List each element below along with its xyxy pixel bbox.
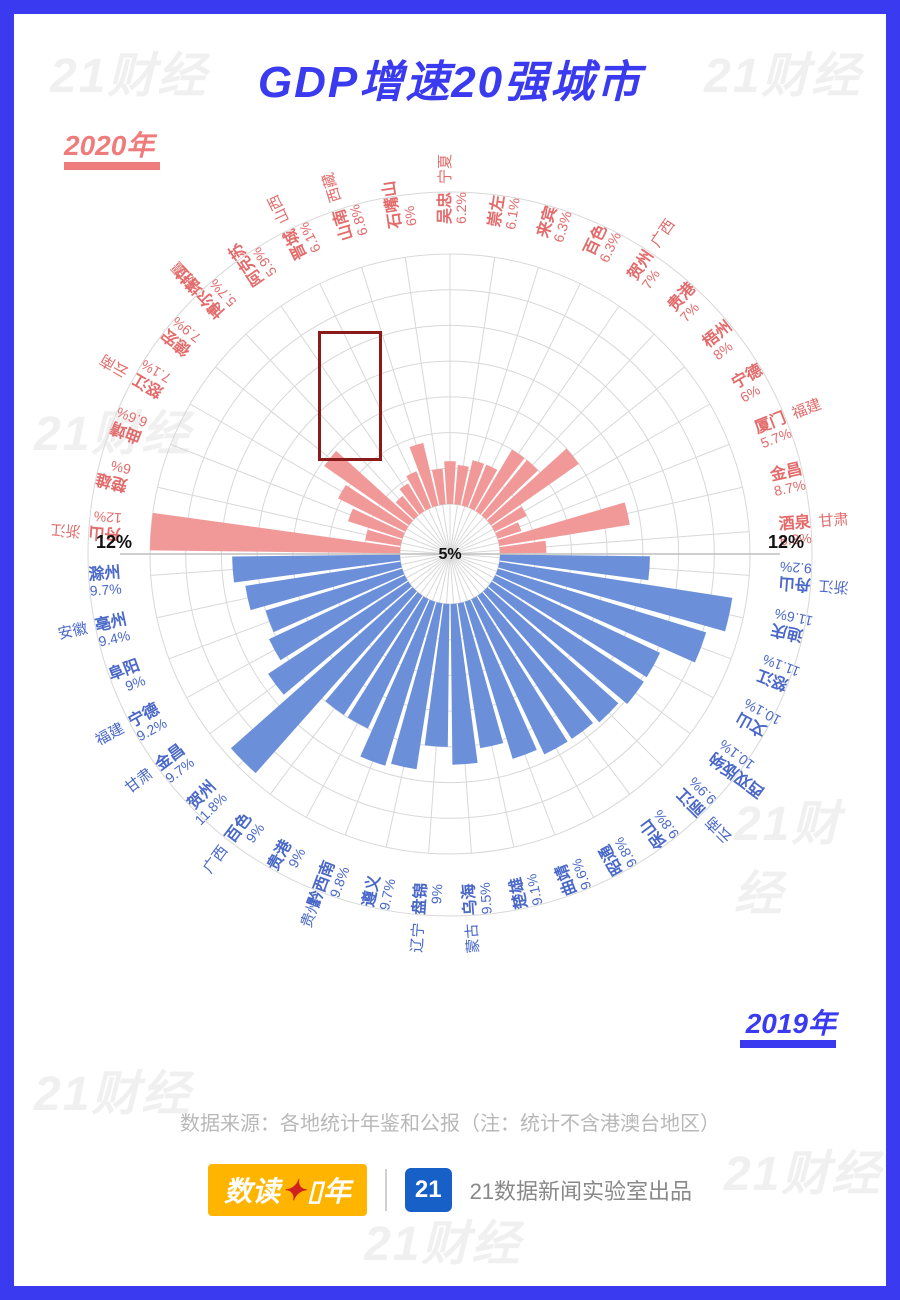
city-label: 滁州9.7%: [88, 563, 122, 599]
svg-text:6.2%: 6.2%: [453, 192, 469, 224]
city-label: 盘锦9%: [409, 882, 445, 916]
axis-min-label: 5%: [438, 546, 461, 563]
city-label: 丽江9.9%: [673, 774, 719, 820]
city-label: 昭通9.8%: [596, 835, 640, 879]
footer-lab: 21数据新闻实验室出品: [470, 1174, 692, 1206]
axis-max-right: 12%: [768, 532, 804, 552]
year-2019-underline: [740, 1040, 836, 1048]
svg-text:9%: 9%: [428, 883, 445, 904]
city-label: 阿克苏5.9%: [225, 231, 280, 290]
city-label: 德宏7.9%: [158, 313, 204, 360]
province-label: 广西: [200, 842, 232, 876]
city-label: 吴忠6.2%: [435, 192, 469, 224]
bar-wedge: [444, 461, 456, 504]
svg-text:盘锦: 盘锦: [409, 882, 430, 915]
svg-text:6%: 6%: [401, 205, 420, 227]
bar-wedge: [324, 451, 413, 525]
chart-title: GDP增速20强城市: [14, 46, 886, 110]
city-label: 百色9%: [221, 809, 267, 855]
footer-divider: [385, 1169, 387, 1211]
province-label: 宁夏: [437, 154, 454, 184]
svg-text:12%: 12%: [93, 508, 122, 526]
city-label: 楚雄6%: [94, 455, 133, 495]
city-label: 怒江7.1%: [129, 357, 174, 402]
city-label: 舟山9.2%: [778, 559, 812, 595]
svg-text:6%: 6%: [109, 458, 132, 478]
city-label: 宁德6%: [728, 360, 773, 405]
province-label: 西藏: [320, 171, 345, 205]
city-label: 贵港9%: [263, 836, 309, 881]
logo-21-badge: 21: [405, 1168, 452, 1212]
city-label: 曲靖6.6%: [108, 404, 150, 446]
city-label: 怒江11.1%: [754, 652, 802, 697]
grid-spoke: [450, 532, 749, 554]
city-label: 贺州7%: [624, 247, 670, 293]
city-label: 山南6.8%: [329, 202, 371, 243]
province-label: 广西: [648, 216, 679, 250]
province-label: 甘肃: [818, 511, 849, 530]
province-label: 山西: [265, 192, 293, 226]
city-label: 梧州8%: [699, 317, 745, 364]
svg-text:石嘴山: 石嘴山: [379, 180, 405, 231]
city-label: 百色6.3%: [580, 221, 625, 265]
city-label: 文山10.1%: [732, 695, 783, 744]
city-label: 曲靖9.6%: [552, 857, 594, 899]
province-label: 浙江: [818, 576, 849, 595]
svg-text:9.5%: 9.5%: [477, 882, 495, 915]
province-label: 云南: [702, 813, 735, 846]
province-label: 福建: [93, 720, 127, 749]
province-label: 甘肃: [122, 765, 156, 797]
svg-text:9.7%: 9.7%: [89, 581, 122, 599]
province-label: 内蒙古: [463, 923, 483, 954]
city-label: 崇左6.1%: [484, 194, 522, 231]
content-area: 21财经21财经21财经21财经21财经21财经21财经 GDP增速20强城市 …: [14, 14, 886, 1286]
svg-text:9.2%: 9.2%: [779, 559, 812, 577]
logo-shudu: 数读✦▯年: [208, 1164, 367, 1216]
footer-logo-row: 数读✦▯年 21 21数据新闻实验室出品: [14, 1164, 886, 1216]
city-label: 金昌9.7%: [150, 740, 197, 787]
city-label: 贵港7%: [663, 278, 710, 325]
footer-source: 数据来源：各地统计年鉴和公报（注：统计不含港澳台地区）: [14, 1107, 886, 1136]
city-label: 晋城6.1%: [280, 220, 324, 263]
city-label: 宁德9.2%: [125, 699, 169, 744]
province-label: 辽宁: [408, 922, 427, 953]
city-label: 厦门5.7%: [752, 408, 794, 451]
province-label: 安徽: [56, 620, 89, 643]
svg-text:6.1%: 6.1%: [502, 197, 523, 231]
province-label: 贵州: [298, 896, 324, 930]
province-label: 福建: [790, 396, 824, 423]
axis-max-left: 12%: [96, 532, 132, 552]
city-label: 保山9.8%: [636, 807, 683, 854]
city-label: 来宾6.3%: [533, 204, 575, 246]
city-label: 石嘴山6%: [379, 177, 420, 231]
province-label: 浙江: [50, 520, 81, 539]
svg-text:吴忠: 吴忠: [435, 192, 454, 224]
year-2019-label: 2019年: [746, 1002, 836, 1042]
province-label: 云南: [97, 351, 131, 381]
radial-chart: 舟山12%浙江楚雄6%曲靖6.6%怒江7.1%云南德宏7.9%博尔塔拉5.7%新…: [50, 154, 850, 954]
city-label: 阜阳9%: [106, 655, 148, 698]
city-label: 乌海9.5%: [459, 882, 495, 916]
